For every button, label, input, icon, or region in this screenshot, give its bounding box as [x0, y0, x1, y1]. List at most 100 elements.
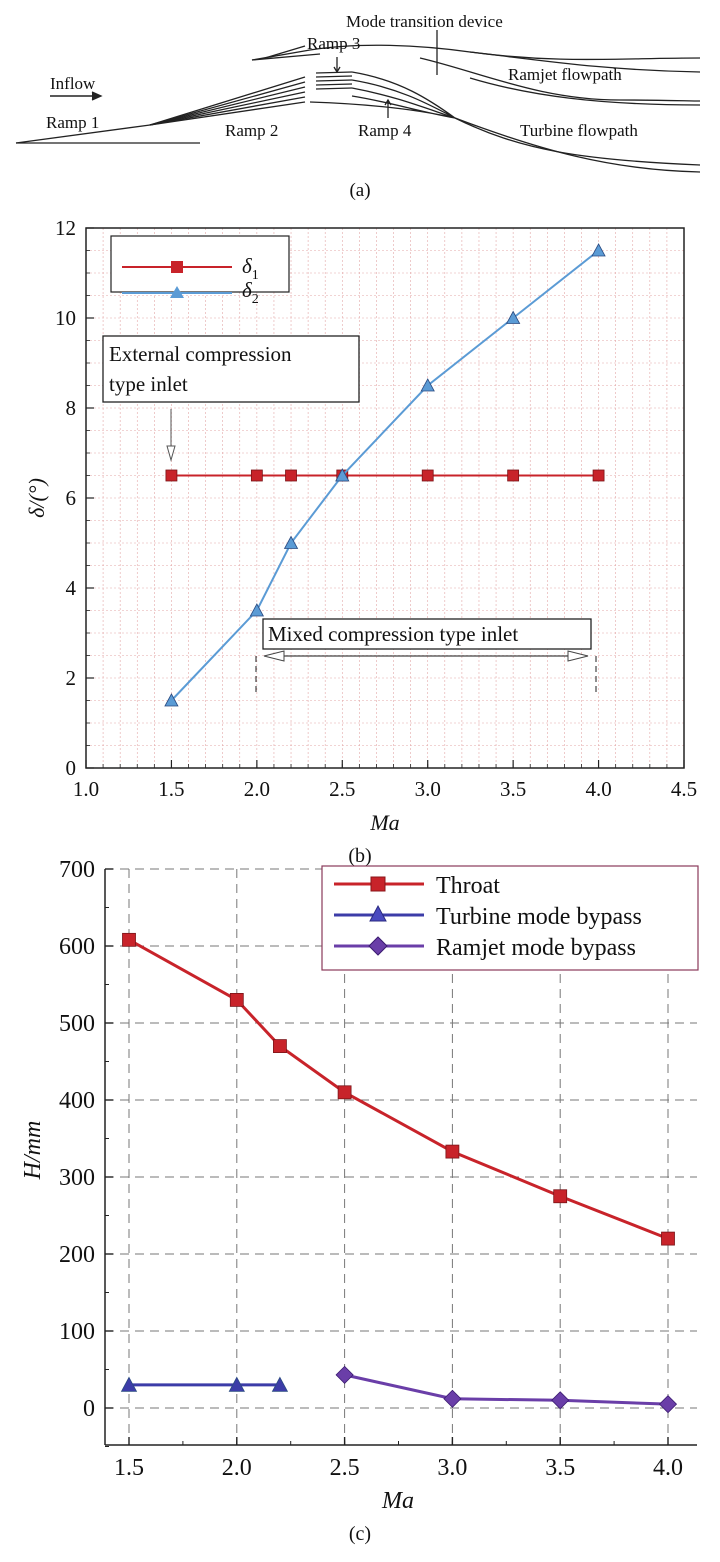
- data-point-δ2: [420, 378, 435, 392]
- delta-legend: δ1 δ2: [110, 235, 290, 307]
- series-line-Throat: [128, 938, 669, 1240]
- x-tick-label: 1.0: [73, 777, 99, 801]
- turbine-flowpath-label: Turbine flowpath: [520, 121, 638, 140]
- mode-device-label: Mode transition device: [346, 12, 503, 31]
- x-tick-label: 1.5: [158, 777, 184, 801]
- ramp3-leader: [264, 45, 306, 59]
- y-tick-label: 300: [59, 1165, 95, 1191]
- ramp2-fan-3: [149, 86, 306, 126]
- data-point-δ1: [165, 469, 178, 482]
- throat-chart-ticks: 1.5 2.0 2.5 3.0 3.5 4.0 0 100 200 300 400 500 600 700: [59, 857, 683, 1481]
- x-tick-label: 4.0: [585, 777, 611, 801]
- ramp2-fan-4: [149, 91, 306, 126]
- ramjet-wall: [469, 51, 701, 73]
- mixed-right-arrowhead-icon: [567, 650, 589, 662]
- legend-ramjet-marker: [368, 936, 388, 956]
- caption-c: (c): [349, 1523, 371, 1545]
- data-point-Throat: [553, 1189, 568, 1204]
- ramp3-lines: [315, 71, 353, 90]
- data-point-δ1: [421, 469, 434, 482]
- cowl-inner: [251, 53, 321, 61]
- delta-chart-series: [164, 243, 606, 707]
- ramp1-label: Ramp 1: [46, 113, 99, 132]
- data-point-δ1: [285, 469, 297, 482]
- y-tick-label: 0: [83, 1396, 95, 1422]
- panel-a-labels: Inflow Ramp 1 Ramp 2 Ramp 3 Ramp 4 Mode …: [46, 12, 638, 140]
- ramp3-label: Ramp 3: [307, 34, 360, 53]
- x-tick-label: 2.5: [329, 777, 355, 801]
- x-tick-label: 3.0: [415, 777, 441, 801]
- caption-b: (b): [348, 845, 371, 867]
- data-point-Throat: [273, 1039, 287, 1053]
- x-tick-label: 4.0: [653, 1455, 683, 1481]
- y-tick-label: 200: [59, 1242, 95, 1268]
- y-tick-label: 600: [59, 934, 95, 960]
- caption-a: (a): [349, 180, 370, 201]
- x-tick-label: 2.0: [244, 777, 270, 801]
- turbine-wall-lower: [454, 117, 701, 173]
- x-tick-label: 2.0: [222, 1455, 252, 1481]
- ramp2-fan-1: [149, 76, 306, 126]
- legend-throat-label: Throat: [436, 873, 500, 899]
- ramp2-fan-6: [149, 101, 306, 126]
- ramp2-fan-2: [149, 81, 306, 126]
- ramp2-fan-5: [149, 96, 306, 126]
- legend-turbine-label: Turbine mode bypass: [436, 904, 642, 930]
- mixed-compression-label: Mixed compression type inlet: [268, 622, 518, 646]
- mode-transition-device: [419, 57, 701, 102]
- y-tick-label: 100: [59, 1319, 95, 1345]
- external-compression-line1: External compression: [109, 342, 292, 366]
- throat-chart-series: [120, 932, 678, 1414]
- y-tick-label: 8: [66, 396, 77, 420]
- x-tick-label: 3.5: [500, 777, 526, 801]
- ramp1-line: [15, 124, 151, 144]
- y-tick-label: 12: [55, 216, 76, 240]
- data-point-δ2: [591, 243, 606, 257]
- y-tick-label: 700: [59, 857, 95, 883]
- ramp3-pointer-arrowhead-icon: [333, 66, 341, 74]
- y-tick-label: 2: [66, 666, 77, 690]
- delta-chart-ticks: 1.0 1.5 2.0 2.5 3.0 3.5 4.0 4.5 0 2 4 6 8 10 12: [55, 216, 697, 801]
- ramp4-label: Ramp 4: [358, 121, 412, 140]
- ramp4-pointer-arrowhead-icon: [384, 98, 392, 106]
- throat-x-axis-label: Ma: [381, 1488, 414, 1514]
- external-compression-line2: type inlet: [109, 372, 188, 396]
- data-point-Ramjet mode bypass: [443, 1389, 462, 1408]
- delta-x-axis-label: Ma: [369, 810, 399, 835]
- ramp2-label: Ramp 2: [225, 121, 278, 140]
- data-point-δ2: [164, 693, 179, 707]
- data-point-δ2: [249, 603, 265, 617]
- data-point-Turbine mode bypass: [120, 1376, 138, 1392]
- x-tick-label: 2.5: [330, 1455, 360, 1481]
- mixed-left-arrowhead-icon: [263, 650, 285, 662]
- data-point-Turbine mode bypass: [228, 1376, 245, 1392]
- external-compression-annotation: External compression type inlet: [102, 335, 360, 462]
- x-tick-label: 3.5: [545, 1455, 575, 1481]
- y-tick-label: 500: [59, 1011, 95, 1037]
- y-tick-label: 4: [66, 576, 77, 600]
- inlet-schematic: [15, 30, 701, 173]
- delta-legend-box: [110, 235, 290, 293]
- y-tick-label: 6: [66, 486, 77, 510]
- x-tick-label: 3.0: [437, 1455, 467, 1481]
- inflow-arrowhead-icon: [91, 91, 103, 101]
- delta-chart-grid: [85, 227, 685, 769]
- mixed-compression-annotation: Mixed compression type inlet: [255, 618, 597, 693]
- throat-legend: Throat Turbine mode bypass Ramjet mode b…: [321, 865, 699, 971]
- legend-delta1-label: δ1: [242, 254, 259, 283]
- legend-turbine-marker: [369, 904, 387, 922]
- y-tick-label: 10: [55, 306, 76, 330]
- data-point-Throat: [445, 1144, 460, 1159]
- inflow-label: Inflow: [50, 74, 96, 93]
- data-point-δ1: [507, 469, 520, 482]
- y-tick-label: 400: [59, 1088, 95, 1114]
- delta-y-axis-label: δ/(°): [24, 478, 49, 518]
- data-point-Throat: [337, 1085, 352, 1100]
- data-point-Ramjet mode bypass: [658, 1395, 678, 1414]
- data-point-Ramjet mode bypass: [335, 1365, 354, 1384]
- data-point-δ1: [250, 469, 263, 482]
- data-point-Throat: [122, 932, 136, 947]
- legend-delta1-marker: [171, 261, 183, 273]
- external-arrowhead-icon: [166, 445, 176, 462]
